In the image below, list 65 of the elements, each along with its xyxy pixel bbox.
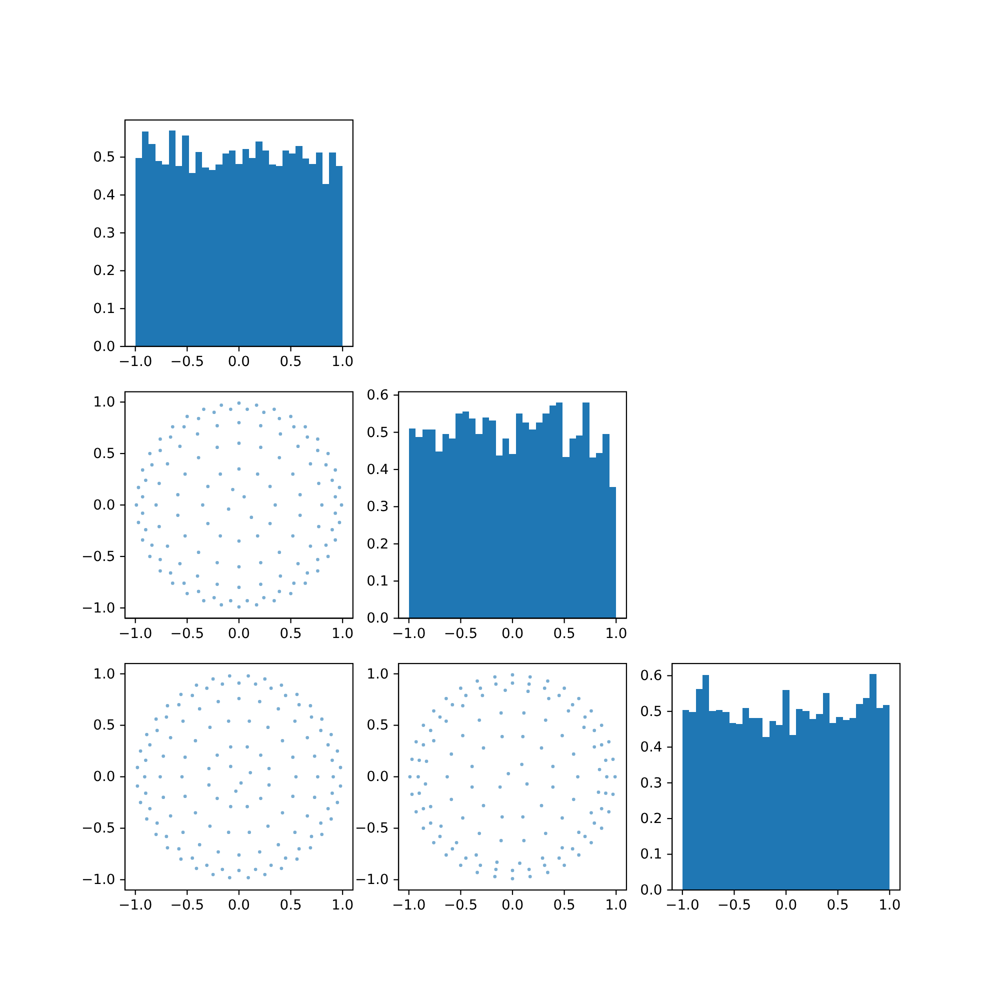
y-tick-label: 0.5 (640, 704, 662, 720)
x-tick-label: 1.0 (878, 898, 901, 914)
y-tick-label: 0.5 (366, 424, 389, 441)
x-tick-label: 1.0 (605, 898, 628, 914)
x-tick-label: −0.5 (444, 626, 478, 642)
y-tick-label: −1.0 (81, 872, 116, 888)
y-tick-label: 0.0 (93, 769, 116, 786)
y-tick-label: 0.3 (640, 775, 662, 792)
y-tick-label: 0.2 (366, 536, 389, 552)
x-tick-label: 0.5 (280, 626, 302, 642)
y-tick-label: 0.6 (366, 388, 389, 404)
x-tick-label: 0.0 (228, 354, 250, 370)
y-tick-label: −0.5 (354, 820, 389, 837)
y-tick-label: 1.0 (366, 666, 389, 682)
y-tick-label: 0.1 (93, 301, 116, 318)
y-tick-label: 0.1 (640, 846, 662, 863)
y-tick-label: −0.5 (81, 820, 116, 837)
y-tick-label: 0.4 (93, 187, 116, 204)
x-tick-label: −0.5 (170, 354, 204, 370)
y-tick-label: 0.0 (93, 338, 116, 355)
x-tick-label: −0.5 (170, 898, 204, 914)
y-tick-label: 0.4 (640, 740, 662, 756)
y-tick-label: −1.0 (81, 600, 116, 616)
x-tick-label: 1.0 (332, 626, 354, 642)
x-tick-label: 0.0 (501, 898, 524, 914)
x-tick-label: −1.0 (118, 626, 152, 642)
x-tick-label: 1.0 (332, 898, 354, 914)
y-tick-label: 0.5 (93, 718, 116, 734)
x-tick-label: 1.0 (332, 354, 354, 370)
y-tick-label: 0.1 (366, 573, 389, 590)
x-tick-label: 0.0 (228, 626, 250, 642)
y-tick-label: 0.2 (640, 811, 662, 828)
y-tick-label: 0.0 (93, 497, 116, 514)
y-tick-label: 1.0 (93, 666, 116, 682)
x-tick-label: 0.0 (501, 626, 524, 642)
x-tick-label: −1.0 (392, 626, 426, 642)
x-tick-label: −0.5 (444, 898, 478, 914)
y-tick-label: 0.4 (366, 462, 389, 478)
x-tick-label: 0.5 (826, 898, 849, 914)
y-tick-label: 0.3 (93, 225, 116, 242)
y-tick-label: 0.0 (366, 769, 389, 786)
y-tick-label: 0.2 (93, 263, 116, 280)
y-tick-label: −1.0 (354, 872, 389, 888)
y-tick-label: 0.5 (366, 718, 389, 734)
y-tick-label: 0.3 (366, 499, 389, 516)
y-tick-label: 0.0 (366, 610, 389, 627)
x-tick-label: −1.0 (666, 898, 700, 914)
x-tick-label: 0.5 (553, 626, 576, 642)
x-tick-label: 0.5 (280, 354, 302, 370)
x-tick-label: −1.0 (118, 354, 152, 370)
x-tick-label: 1.0 (605, 626, 628, 642)
x-tick-label: −0.5 (717, 898, 752, 914)
y-tick-label: 1.0 (93, 394, 116, 411)
x-tick-label: −1.0 (118, 898, 152, 914)
x-tick-label: −0.5 (170, 626, 204, 642)
y-tick-label: 0.6 (640, 668, 662, 684)
y-tick-label: 0.5 (93, 150, 116, 166)
y-tick-label: 0.0 (640, 882, 662, 898)
x-tick-label: 0.0 (774, 898, 798, 914)
x-tick-label: 0.0 (228, 898, 250, 914)
x-tick-label: 0.5 (553, 898, 576, 914)
y-tick-label: 0.5 (93, 446, 116, 462)
y-tick-label: −0.5 (81, 548, 116, 565)
x-tick-label: −1.0 (392, 898, 426, 914)
x-tick-label: 0.5 (280, 898, 302, 914)
